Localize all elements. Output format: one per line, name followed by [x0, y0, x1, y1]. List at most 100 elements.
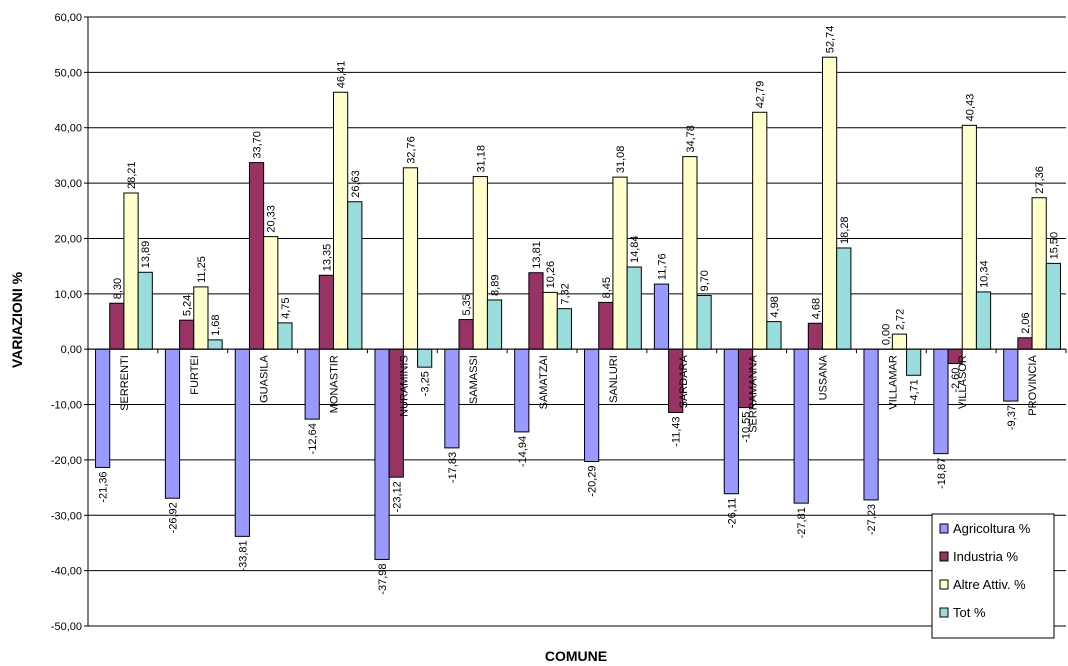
bar-agricoltura-guasila [234, 348, 250, 537]
bar-industria-monastir [318, 274, 334, 350]
data-label: 5,24 [182, 295, 194, 316]
data-label: 0,00 [880, 324, 892, 345]
data-label: 11,25 [196, 256, 208, 283]
bar-agricoltura-provincia [1003, 348, 1019, 402]
legend-label: Tot % [953, 605, 986, 620]
category-label: SERRAMANNA [748, 355, 760, 433]
bar-altre-attiv-monastir [333, 91, 349, 350]
category-label: FURTEI [189, 355, 201, 395]
data-label: 4,98 [769, 296, 781, 317]
data-label: -18,87 [936, 458, 948, 489]
bar-agricoltura-ussana [793, 348, 809, 504]
bar-altre-attiv-serramanna [752, 111, 768, 350]
data-label: 8,45 [601, 277, 613, 298]
data-label: 8,89 [490, 275, 502, 296]
bar-industria-provincia [1017, 337, 1033, 350]
bar-agricoltura-villamar [863, 348, 879, 501]
data-label: -27,81 [796, 507, 808, 538]
data-label: -10,55 [741, 412, 753, 443]
bar-altre-attiv-villamar [891, 333, 908, 350]
data-label: 20,33 [266, 205, 278, 233]
bar-industria-sanluri [598, 301, 614, 350]
y-tick-label: -50,00 [51, 621, 82, 633]
legend-box [931, 513, 1055, 639]
category-label: GUASILA [259, 355, 271, 403]
bar-industria-samatzai [528, 272, 544, 350]
data-label: 34,78 [685, 125, 697, 153]
bar-agricoltura-nuraminis [374, 348, 390, 560]
bar-agricoltura-samatzai [514, 348, 530, 433]
bar-agricoltura-serrenti [95, 348, 111, 468]
data-label: 13,89 [140, 241, 152, 269]
category-label: SARDARA [678, 355, 690, 409]
data-label: 5,35 [461, 294, 473, 315]
data-label: -26,92 [167, 502, 179, 533]
data-label: -2,60 [950, 368, 962, 393]
legend: Agricoltura % Industria % Altre Attiv. % To… [931, 513, 1055, 639]
bar-layer [95, 56, 1061, 560]
category-label: USSANA [818, 355, 830, 401]
data-label: 31,18 [475, 145, 487, 173]
data-label: 18,28 [839, 216, 851, 244]
bar-altre-attiv-samatzai [542, 291, 558, 350]
data-label: 9,70 [699, 270, 711, 291]
data-label: -14,94 [517, 436, 529, 467]
y-tick-label: -30,00 [51, 510, 82, 522]
data-label: -21,36 [98, 471, 110, 502]
data-label: -11,43 [671, 416, 683, 446]
bar-agricoltura-serramanna [723, 348, 739, 495]
y-tick-label: 30,00 [54, 178, 82, 190]
category-label: SERRENTI [119, 355, 131, 411]
bar-altre-attiv-guasila [263, 236, 279, 350]
data-label: -23,12 [391, 481, 403, 512]
bar-industria-serrenti [109, 302, 125, 350]
y-tick-label: -40,00 [51, 566, 82, 578]
category-label: VILLASOR [957, 355, 969, 409]
data-label: 32,76 [405, 136, 417, 164]
bar-tot-serramanna [766, 321, 782, 350]
data-label: 4,68 [810, 298, 822, 319]
label-layer: -21,368,3028,2113,89SERRENTI-26,925,2411… [98, 26, 1061, 595]
bar-altre-attiv-serrenti [123, 192, 139, 350]
data-label: 11,76 [656, 253, 668, 280]
legend-label: Agricoltura % [953, 521, 1031, 536]
bar-altre-attiv-samassi [472, 176, 488, 350]
bar-altre-attiv-sanluri [612, 176, 628, 350]
data-label: 10,34 [979, 260, 991, 288]
bar-industria-furtei [179, 319, 195, 350]
bar-tot-villamar [906, 348, 922, 376]
category-label: PROVINCIA [1027, 355, 1039, 416]
bar-industria-guasila [248, 162, 265, 350]
bar-tot-guasila [277, 322, 293, 350]
data-label: -3,25 [420, 371, 432, 396]
y-tick-label: 0,00 [61, 344, 82, 356]
data-label: -37,98 [377, 563, 389, 594]
bar-altre-attiv-furtei [193, 286, 209, 350]
grid-layer [88, 16, 1066, 627]
y-tick-label: -20,00 [51, 455, 82, 467]
bar-tot-nuraminis [417, 348, 433, 368]
category-label: NURAMINIS [398, 355, 410, 417]
data-label: 2,72 [894, 309, 906, 330]
category-label: SAMASSI [468, 355, 480, 404]
data-label: 15,50 [1048, 232, 1060, 260]
data-label: 7,32 [559, 283, 571, 304]
data-label: 2,06 [1020, 312, 1032, 333]
data-label: 33,70 [252, 131, 264, 159]
data-label: 4,75 [280, 297, 292, 318]
bar-altre-attiv-sardara [682, 156, 698, 350]
category-label: VILLAMAR [887, 355, 899, 409]
bar-tot-sanluri [626, 266, 642, 350]
bar-tot-samatzai [556, 308, 572, 350]
data-label: 8,30 [112, 278, 124, 299]
bar-tot-serrenti [137, 271, 153, 350]
bar-agricoltura-villasor [933, 348, 949, 455]
data-label: 14,84 [629, 235, 641, 263]
data-label: 31,08 [615, 146, 627, 174]
bar-industria-samassi [458, 319, 474, 350]
y-tick-label: 20,00 [54, 233, 82, 245]
bar-agricoltura-sardara [653, 283, 670, 350]
y-axis-title: VARIAZIONI % [9, 271, 25, 368]
bar-altre-attiv-ussana [822, 56, 838, 350]
legend-swatch [939, 579, 949, 590]
